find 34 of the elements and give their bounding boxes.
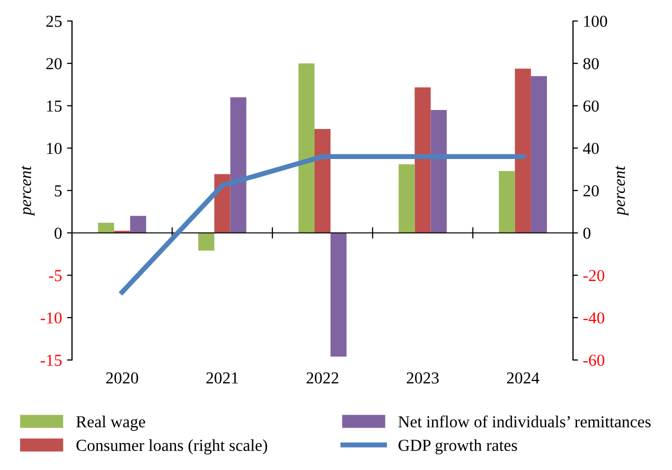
bar	[230, 97, 246, 233]
legend-label: Consumer loans (right scale)	[76, 439, 268, 454]
y-tick-label: 5	[54, 185, 62, 196]
y-tick-label: 15	[47, 100, 62, 112]
y-axis-title: percent	[22, 165, 35, 216]
bar	[130, 216, 146, 233]
x-tick-label: 2023	[406, 372, 439, 384]
y2-tick-label: 80	[583, 58, 599, 70]
y2-tick-label: -40	[583, 312, 604, 324]
bar	[198, 232, 214, 251]
y-tick-label: 25	[46, 16, 62, 27]
x-tick-label: 2024	[506, 372, 540, 384]
x-tick-label: 2022	[306, 372, 338, 384]
x-tick-label: 2020	[106, 372, 138, 384]
bar	[98, 222, 114, 233]
y-tick-label: -10	[40, 312, 62, 324]
legend-label: Real wage	[76, 416, 146, 431]
y2-tick-label: 20	[583, 185, 599, 196]
y2-tick-label: 40	[583, 142, 599, 154]
y2-axis-title: percent	[615, 165, 628, 216]
y-tick-label: 10	[47, 142, 62, 154]
y-tick-label: -15	[40, 354, 62, 366]
y2-tick-label: 100	[584, 16, 608, 27]
y2-tick-label: 60	[583, 100, 599, 112]
legend-label: Net inflow of individuals’ remittances	[398, 416, 651, 428]
bar	[330, 232, 347, 357]
y2-tick-label: 0	[583, 228, 590, 239]
y-tick-label: 20	[46, 58, 62, 70]
y2-tick-label: -20	[583, 270, 604, 282]
y-tick-label: -5	[49, 270, 62, 282]
y2-tick-label: -60	[583, 354, 604, 366]
y-tick-label: 0	[54, 228, 62, 239]
legend-label: GDP growth rates	[398, 439, 517, 454]
x-tick-label: 2021	[206, 372, 238, 384]
